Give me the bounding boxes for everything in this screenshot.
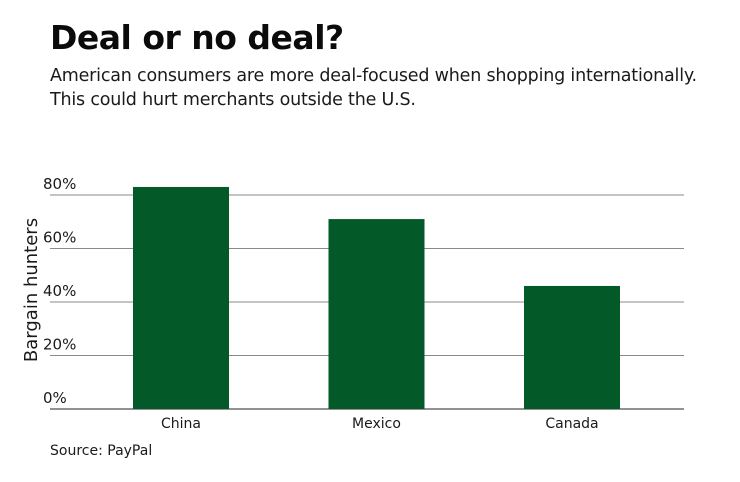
- x-tick-labels: China Mexico Canada: [161, 416, 599, 432]
- chart-subtitle: American consumers are more deal-focused…: [50, 66, 697, 110]
- y-tick-label: 20%: [43, 336, 76, 354]
- bars: [133, 186, 620, 409]
- y-tick-label: 60%: [43, 229, 76, 247]
- source-note: Source: PayPal: [50, 443, 153, 459]
- bar-china: [133, 186, 229, 409]
- x-tick-label: Mexico: [352, 416, 401, 432]
- y-tick-labels: 0% 20% 40% 60% 80%: [43, 175, 76, 407]
- y-axis-label: Bargain hunters: [21, 218, 42, 362]
- bar-canada: [524, 285, 620, 409]
- x-tick-label: Canada: [545, 416, 598, 432]
- chart-title: Deal or no deal?: [50, 18, 344, 57]
- x-tick-label: China: [161, 416, 201, 432]
- y-tick-label: 40%: [43, 282, 76, 300]
- bar-mexico: [328, 219, 425, 409]
- y-tick-label: 80%: [43, 175, 76, 193]
- y-tick-label: 0%: [43, 389, 67, 407]
